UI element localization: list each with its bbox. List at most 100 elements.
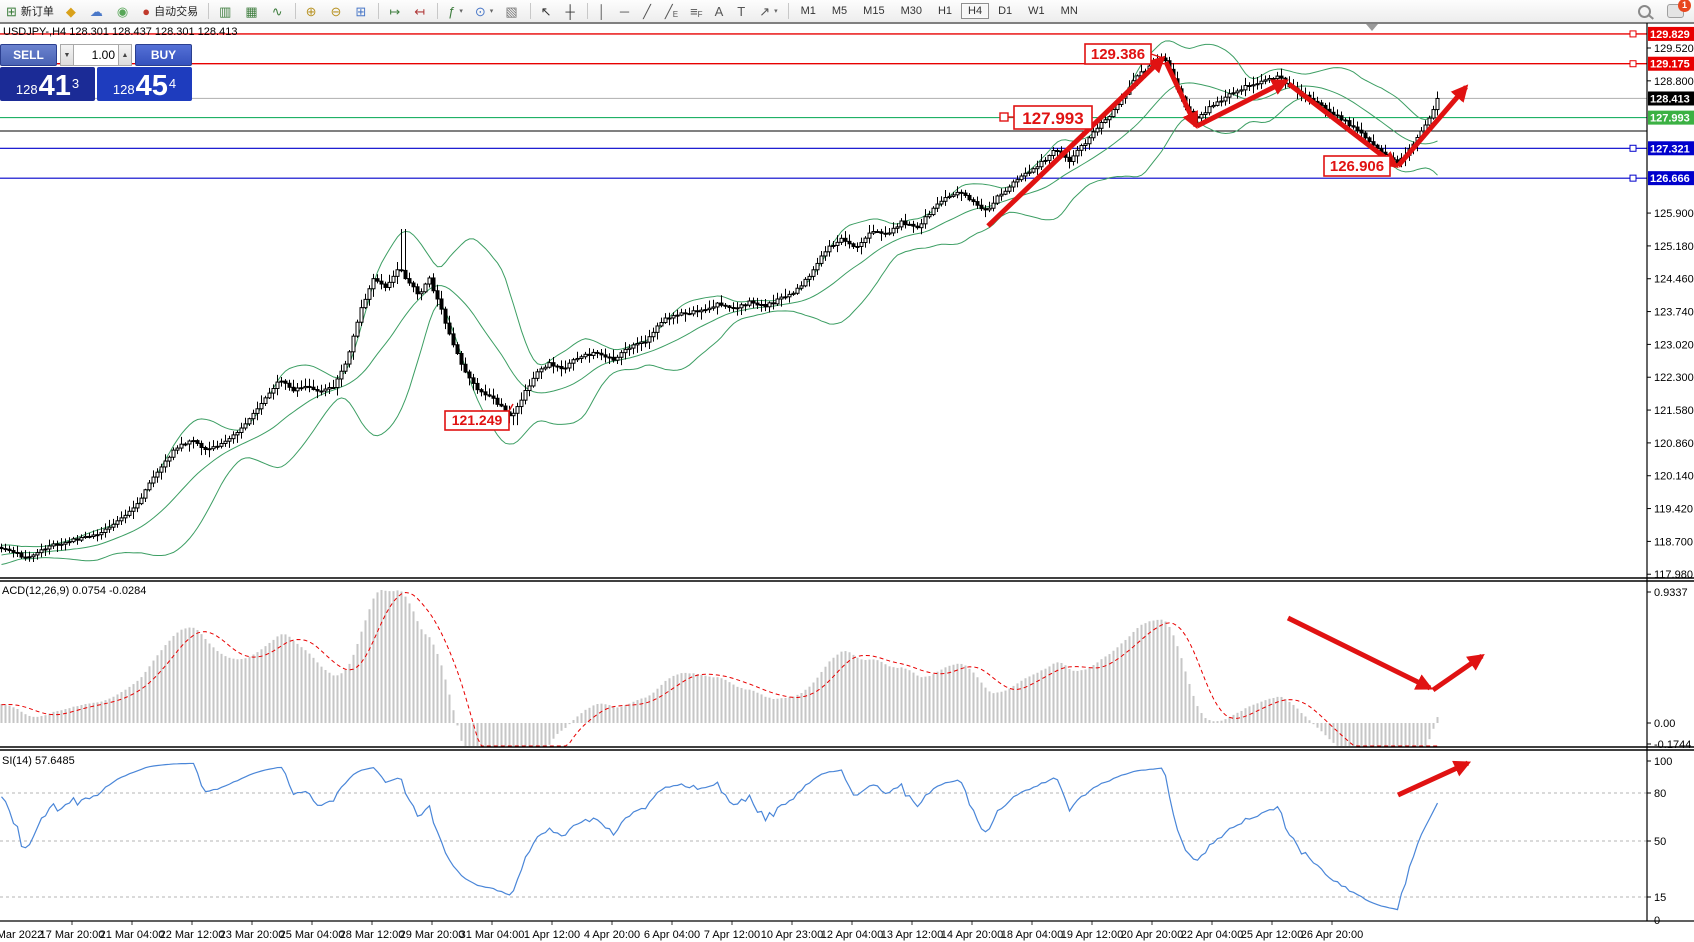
macd-pane[interactable]: [0, 590, 1439, 747]
text-button[interactable]: A: [710, 1, 731, 21]
equidistant-channel-button[interactable]: ╱ E: [660, 1, 683, 21]
chart-shift-icon: ↤: [414, 3, 426, 19]
svg-text:25 Apr 12:00: 25 Apr 12:00: [1241, 929, 1303, 941]
autotrading-icon: ●: [142, 3, 151, 19]
templates-button[interactable]: ▧: [500, 1, 524, 21]
svg-text:127.993: 127.993: [1650, 113, 1690, 125]
fibonacci-button[interactable]: ≡ F: [685, 1, 707, 21]
tf-h1-button[interactable]: H1: [937, 5, 953, 17]
svg-text:50: 50: [1654, 836, 1666, 848]
zoom-in-button[interactable]: ⊕: [301, 1, 324, 21]
buy-price-sup: 4: [168, 76, 177, 91]
line-chart-icon: ∿: [271, 3, 283, 19]
svg-text:129.829: 129.829: [1650, 29, 1690, 41]
chart-shift-button[interactable]: ↤: [409, 1, 432, 21]
price-axis[interactable]: 129.520 128.800 125.900 125.180 124.460 123.7…: [1647, 26, 1694, 581]
svg-text:12 Apr 04:00: 12 Apr 04:00: [821, 929, 883, 941]
trend-arrows[interactable]: [986, 55, 1485, 798]
svg-text:100: 100: [1654, 756, 1672, 768]
tf-m5-button[interactable]: M5: [831, 5, 848, 17]
chart-background: [0, 22, 1694, 942]
svg-text:129.386: 129.386: [1091, 46, 1145, 63]
volume-decrease-button[interactable]: ▼: [60, 44, 74, 66]
svg-text:29 Mar 20:00: 29 Mar 20:00: [400, 929, 465, 941]
zoom-out-button[interactable]: ⊖: [326, 1, 349, 21]
periods-button[interactable]: ⊙ ▾: [470, 1, 498, 21]
price-label-129.386[interactable]: 129.386: [1084, 43, 1164, 65]
indicators-dropdown-icon[interactable]: ▾: [459, 8, 463, 15]
horizontal-lines[interactable]: [0, 30, 1647, 182]
svg-text:31 Mar 04:00: 31 Mar 04:00: [460, 929, 525, 941]
tf-mn-button[interactable]: MN: [1060, 5, 1078, 17]
svg-text:123.020: 123.020: [1654, 339, 1694, 351]
trendline-button[interactable]: ╱: [638, 1, 658, 21]
tile-windows-icon: ⊞: [355, 3, 367, 19]
sell-button[interactable]: SELL: [0, 44, 57, 66]
candlestick-chart-icon: ▦: [245, 3, 258, 19]
text-label-button[interactable]: T: [732, 1, 752, 21]
volume-increase-button[interactable]: ▲: [118, 44, 132, 66]
svg-text:21 Mar 04:00: 21 Mar 04:00: [100, 929, 165, 941]
svg-text:Mar 2022: Mar 2022: [0, 929, 43, 941]
volume-input[interactable]: [74, 44, 118, 66]
svg-text:1 Apr 12:00: 1 Apr 12:00: [524, 929, 580, 941]
tf-w1-button[interactable]: W1: [1028, 5, 1045, 17]
toolbar-separator: [787, 3, 789, 19]
macd-label: ACD(12,26,9) 0.0754 -0.0284: [2, 585, 146, 597]
search-icon[interactable]: [1638, 4, 1651, 18]
chart-symbol-title: USDJPY-,H4 128.301 128.437 128.301 128.4…: [3, 26, 238, 38]
price-label-121.249[interactable]: 121.249: [444, 403, 514, 431]
tf-h4-button[interactable]: H4: [961, 3, 990, 19]
notifications-icon[interactable]: 1: [1667, 0, 1691, 18]
svg-text:80: 80: [1654, 788, 1666, 800]
price-chart-svg[interactable]: 129.386 127.993 126.906 121.249 129.520 128.8…: [0, 22, 1694, 942]
signals-button[interactable]: ◉: [112, 1, 135, 21]
arrows-dropdown-icon[interactable]: ▾: [774, 8, 778, 15]
svg-text:126.906: 126.906: [1330, 158, 1384, 175]
indicators-button[interactable]: ƒ ▾: [443, 1, 468, 21]
vertical-line-button[interactable]: │: [593, 1, 613, 21]
svg-text:28 Mar 12:00: 28 Mar 12:00: [340, 929, 405, 941]
toolbar-separator: [529, 3, 531, 19]
crosshair-button[interactable]: ┼: [561, 1, 582, 21]
market-button[interactable]: ☁: [85, 1, 110, 21]
new-order-button[interactable]: ⊞ 新订单: [1, 1, 59, 21]
buy-price[interactable]: 128 45 4: [97, 67, 192, 101]
metaeditor-button[interactable]: ◆: [61, 1, 83, 21]
tf-m1-button[interactable]: M1: [800, 5, 816, 17]
fibonacci-sub-label: F: [697, 9, 703, 19]
chart-window[interactable]: 129.386 127.993 126.906 121.249 129.520 128.8…: [0, 22, 1694, 942]
svg-text:4 Apr 20:00: 4 Apr 20:00: [584, 929, 640, 941]
horizontal-line-button[interactable]: ─: [615, 1, 636, 21]
horizontal-line-icon: ─: [619, 3, 630, 19]
tf-m15-button[interactable]: M15: [863, 5, 885, 17]
price-label-127.993[interactable]: 127.993: [999, 105, 1093, 130]
toolbar-separator: [378, 3, 380, 19]
rsi-label: SI(14) 57.6485: [2, 755, 75, 767]
tf-m30-button[interactable]: M30: [900, 5, 922, 17]
metaeditor-icon: ◆: [65, 3, 76, 19]
indicator-axes[interactable]: 0.9337 0.00 -0.1744 100 80 50 15 0: [1647, 587, 1691, 927]
auto-scroll-button[interactable]: ↦: [384, 1, 407, 21]
buy-button[interactable]: BUY: [135, 44, 192, 66]
tf-d1-button[interactable]: D1: [998, 5, 1013, 17]
cursor-button[interactable]: ↖: [536, 1, 559, 21]
buy-price-prefix: 128: [112, 82, 135, 97]
sell-price[interactable]: 128 41 3: [0, 67, 95, 101]
bar-chart-button[interactable]: ▥: [214, 1, 238, 21]
periods-dropdown-icon[interactable]: ▾: [489, 8, 494, 15]
price-label-126.906[interactable]: 126.906: [1323, 155, 1398, 177]
arrows-button[interactable]: ↗ ▾: [754, 1, 782, 21]
rsi-pane[interactable]: [0, 762, 1647, 911]
line-chart-button[interactable]: ∿: [267, 1, 290, 21]
tile-windows-button[interactable]: ⊞: [350, 1, 373, 21]
crosshair-icon: ┼: [565, 3, 575, 19]
autotrading-button[interactable]: ● 自动交易: [137, 1, 203, 21]
zoom-out-icon: ⊖: [330, 3, 342, 19]
chart-shift-marker[interactable]: [1366, 24, 1378, 31]
svg-text:17 Mar 20:00: 17 Mar 20:00: [40, 929, 105, 941]
candlestick-chart-button[interactable]: ▦: [240, 1, 264, 21]
svg-text:120.860: 120.860: [1654, 438, 1694, 450]
